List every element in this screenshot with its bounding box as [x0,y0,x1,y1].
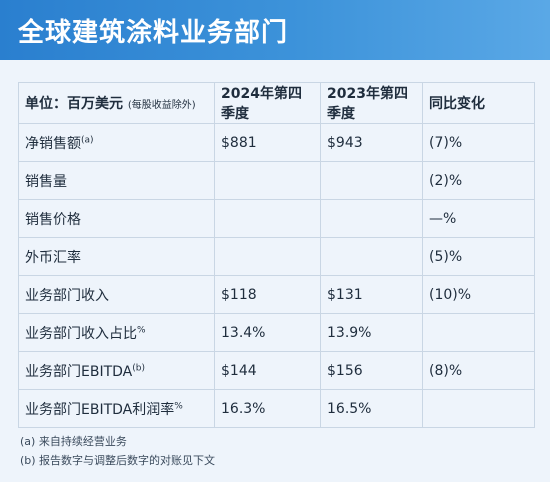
cell-q4-2024: 16.3% [214,389,321,428]
cell-q4-2023: $156 [320,351,423,390]
row-label: 业务部门收入占比% [18,313,215,352]
cell-q4-2024 [214,237,321,276]
page-title: 全球建筑涂料业务部门 [18,17,289,48]
row-label: 业务部门EBITDA(b) [18,351,215,390]
cell-yoy: (2)% [422,161,535,200]
row-label-sup: (b) [132,362,145,373]
table-row: 业务部门EBITDA(b) $144 $156 (8)% [18,351,535,390]
row-label-text: 业务部门EBITDA利润率 [25,401,175,418]
footnotes: (a) 来自持续经营业务 (b) 报告数字与调整后数字的对账见下文 [20,432,215,470]
cell-yoy [422,313,535,352]
row-label-text: 业务部门收入 [25,287,109,304]
table-row: 业务部门收入 $118 $131 (10)% [18,275,535,314]
row-label-text: 销售量 [25,173,67,190]
cell-yoy: (7)% [422,123,535,162]
footnote-b: (b) 报告数字与调整后数字的对账见下文 [20,454,216,467]
column-header-q4-2023: 2023年第四季度 [320,82,423,124]
footnote-a: (a) 来自持续经营业务 [20,435,127,448]
cell-yoy: (10)% [422,275,535,314]
row-label: 销售量 [18,161,215,200]
row-label: 业务部门收入 [18,275,215,314]
unit-header: 单位：百万美元 (每股收益除外) [18,82,215,124]
table-row: 销售价格 —% [18,199,535,238]
row-label-sup: % [174,400,183,411]
row-label: 业务部门EBITDA利润率% [18,389,215,428]
row-label-sup: % [137,324,146,335]
cell-q4-2024 [214,161,321,200]
cell-q4-2023 [320,237,423,276]
cell-q4-2024 [214,199,321,238]
cell-yoy: —% [422,199,535,238]
row-label-sup: (a) [81,134,94,145]
row-label-text: 业务部门EBITDA [25,363,133,380]
table-header-row: 单位：百万美元 (每股收益除外) 2024年第四季度 2023年第四季度 同比变… [18,82,535,124]
table-row: 业务部门EBITDA利润率% 16.3% 16.5% [18,389,535,428]
financial-table: 单位：百万美元 (每股收益除外) 2024年第四季度 2023年第四季度 同比变… [18,82,535,428]
row-label: 外币汇率 [18,237,215,276]
cell-q4-2023: 13.9% [320,313,423,352]
cell-q4-2023 [320,199,423,238]
row-label: 净销售额(a) [18,123,215,162]
cell-q4-2024: $144 [214,351,321,390]
column-header-q4-2024: 2024年第四季度 [214,82,321,124]
table-row: 业务部门收入占比% 13.4% 13.9% [18,313,535,352]
column-header-yoy: 同比变化 [422,82,535,124]
content-card: 单位：百万美元 (每股收益除外) 2024年第四季度 2023年第四季度 同比变… [0,60,550,482]
row-label-text: 业务部门收入占比 [25,325,137,342]
cell-q4-2023: 16.5% [320,389,423,428]
cell-q4-2023: $943 [320,123,423,162]
row-label-text: 销售价格 [25,211,81,228]
table-row: 销售量 (2)% [18,161,535,200]
row-label: 销售价格 [18,199,215,238]
cell-yoy: (8)% [422,351,535,390]
row-label-text: 净销售额 [25,135,81,152]
unit-note: (每股收益除外) [127,100,196,111]
cell-q4-2024: $881 [214,123,321,162]
row-label-text: 外币汇率 [25,249,81,266]
cell-q4-2024: $118 [214,275,321,314]
title-banner: 全球建筑涂料业务部门 [0,0,550,60]
cell-q4-2024: 13.4% [214,313,321,352]
table-row: 外币汇率 (5)% [18,237,535,276]
cell-yoy: (5)% [422,237,535,276]
table-row: 净销售额(a) $881 $943 (7)% [18,123,535,162]
cell-yoy [422,389,535,428]
cell-q4-2023: $131 [320,275,423,314]
cell-q4-2023 [320,161,423,200]
unit-label: 单位：百万美元 [25,96,123,112]
